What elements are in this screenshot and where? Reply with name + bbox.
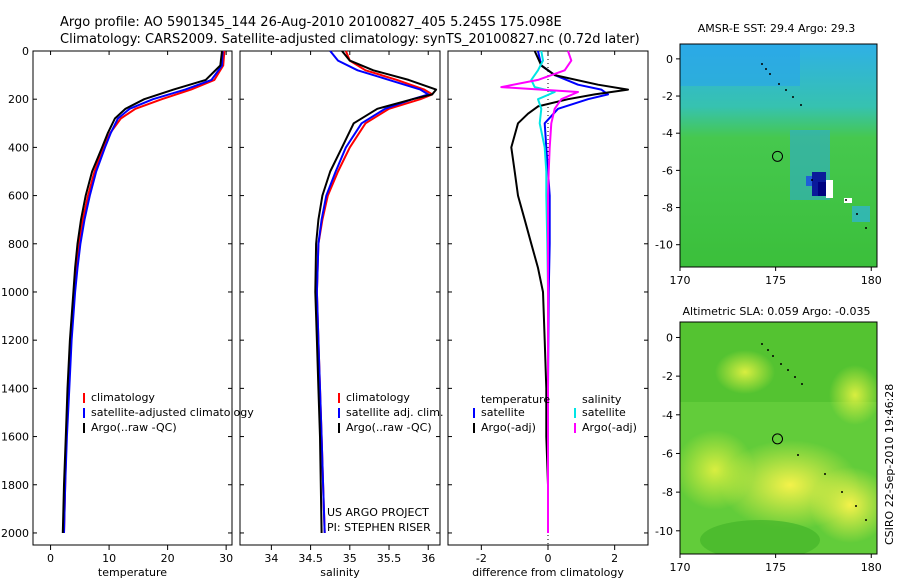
y-tick-label: 0 <box>666 53 673 66</box>
y-tick-label: 800 <box>8 238 29 251</box>
x-tick-label: 175 <box>765 561 786 574</box>
plot-frame <box>32 50 233 546</box>
legend-entry: climatology <box>91 391 155 404</box>
legend-header-temperature: temperature <box>481 393 550 406</box>
y-tick-label: 2000 <box>1 527 29 540</box>
y-tick-label: -2 <box>662 90 673 103</box>
series-line-salinity-argo-adj- <box>500 50 579 533</box>
series-line-temperature-argo-adj- <box>510 50 629 533</box>
y-tick-label: -10 <box>655 525 673 538</box>
series-line-argo-raw-qc- <box>314 50 438 534</box>
series-line-temperature-satellite <box>537 50 609 533</box>
y-tick-label: -2 <box>662 370 673 383</box>
map-title: AMSR-E SST: 29.4 Argo: 29.3 <box>698 22 856 35</box>
x-tick-label: 2 <box>611 552 618 565</box>
x-tick-label: 34.5 <box>298 552 323 565</box>
legend-header-salinity: salinity <box>582 393 622 406</box>
x-tick-label: 175 <box>765 274 786 287</box>
series-line-satellite-adj-clim- <box>315 50 430 534</box>
project-label: US ARGO PROJECT <box>327 506 429 519</box>
map-frame <box>679 321 878 555</box>
argo-position-marker <box>772 433 784 445</box>
map-frame <box>679 43 878 268</box>
x-axis-label: difference from climatology <box>472 566 624 579</box>
x-tick-label: 180 <box>861 561 882 574</box>
sla-map-field <box>680 322 877 554</box>
series-line-satellite-adjusted-climatology <box>63 50 224 534</box>
y-tick-label: -8 <box>662 202 673 215</box>
x-tick-label: 34 <box>264 552 278 565</box>
x-tick-label: -2 <box>476 552 487 565</box>
legend-entry: Argo(-adj) <box>481 421 536 434</box>
x-tick-label: 30 <box>219 552 233 565</box>
y-tick-label: 1800 <box>1 479 29 492</box>
y-tick-label: 1000 <box>1 286 29 299</box>
x-axis-label: temperature <box>98 566 167 579</box>
x-tick-label: 180 <box>861 274 882 287</box>
x-tick-label: 0 <box>47 552 54 565</box>
y-tick-label: -8 <box>662 486 673 499</box>
x-tick-label: 35 <box>343 552 357 565</box>
plot-frame <box>239 50 441 546</box>
sst-map-field <box>680 44 877 267</box>
x-axis-label: salinity <box>320 566 360 579</box>
x-tick-label: 10 <box>102 552 116 565</box>
legend-entry: satellite <box>481 406 525 419</box>
y-tick-label: 0 <box>666 331 673 344</box>
y-tick-label: 1400 <box>1 382 29 395</box>
y-tick-label: -6 <box>662 164 673 177</box>
coastline-dots <box>761 343 867 521</box>
legend-entry: satellite-adjusted climatology <box>91 406 254 419</box>
x-tick-label: 35.5 <box>377 552 402 565</box>
y-tick-label: 200 <box>8 93 29 106</box>
argo-position-marker <box>772 150 784 162</box>
pi-label: PI: STEPHEN RISER <box>327 521 431 534</box>
y-tick-label: 400 <box>8 141 29 154</box>
coastline-dots <box>761 63 867 229</box>
figure-title-line-1: Argo profile: AO 5901345_144 26-Aug-2010… <box>60 15 562 30</box>
x-tick-label: 170 <box>670 561 691 574</box>
side-label: CSIRO 22-Sep-2010 19:46:28 <box>883 384 896 545</box>
y-tick-label: 600 <box>8 190 29 203</box>
y-tick-label: -4 <box>662 127 673 140</box>
temperature-panel: 0 10 20 30 temperature 0 200 400 600 800 1000 1200 1… <box>1 45 254 579</box>
sst-map-panel: AMSR-E SST: 29.4 Argo: 29.3 170 175 180 0 -2 -… <box>655 22 882 287</box>
y-tick-label: -4 <box>662 409 673 422</box>
y-tick-label: 1200 <box>1 334 29 347</box>
x-tick-label: 170 <box>670 274 691 287</box>
legend-entry: Argo(..raw -QC) <box>346 421 432 434</box>
x-tick-label: 0 <box>545 552 552 565</box>
legend-entry: satellite <box>582 406 626 419</box>
legend-entry: Argo(-adj) <box>582 421 637 434</box>
sla-map-panel: Altimetric SLA: 0.059 Argo: -0.035 170 175… <box>655 305 882 574</box>
series-line-argo-raw-qc- <box>61 50 223 534</box>
map-title: Altimetric SLA: 0.059 Argo: -0.035 <box>683 305 871 318</box>
y-tick-label: 0 <box>22 45 29 58</box>
series-line-climatology <box>315 50 434 534</box>
x-tick-label: 20 <box>161 552 175 565</box>
x-tick-label: 36 <box>421 552 435 565</box>
legend-entry: Argo(..raw -QC) <box>91 421 177 434</box>
series-line-climatology <box>63 50 226 534</box>
legend-entry: climatology <box>346 391 410 404</box>
y-tick-label: -6 <box>662 447 673 460</box>
y-tick-label: 1600 <box>1 431 29 444</box>
salinity-panel: 34 34.5 35 35.5 36 salinity climatology satelli… <box>239 50 443 579</box>
legend-entry: satellite adj. clim. <box>346 406 443 419</box>
y-tick-label: -10 <box>655 239 673 252</box>
figure-title-line-2: Climatology: CARS2009. Satellite-adjuste… <box>60 32 640 47</box>
